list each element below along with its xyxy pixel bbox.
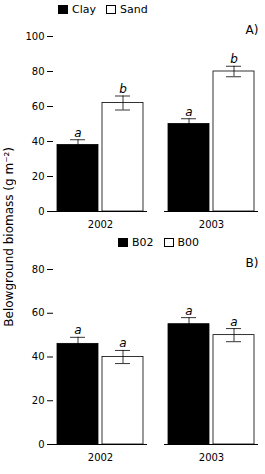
svg-text:40: 40 xyxy=(32,351,45,362)
html-text:Sand: Sand xyxy=(120,2,148,16)
svg-text:a: a xyxy=(185,304,192,318)
html-text:B02: B02 xyxy=(132,235,154,249)
svg-text:A): A) xyxy=(246,23,259,37)
svg-text:2002: 2002 xyxy=(88,452,113,463)
svg-text:60: 60 xyxy=(32,101,45,112)
svg-text:a: a xyxy=(185,105,192,119)
svg-text:a: a xyxy=(74,323,81,337)
svg-text:0: 0 xyxy=(38,439,44,450)
svg-text:a: a xyxy=(230,315,237,329)
svg-text:60: 60 xyxy=(32,307,45,318)
html-text:Belowground biomass (g m⁻²): Belowground biomass (g m⁻²) xyxy=(2,147,16,327)
html-text:Clay: Clay xyxy=(72,2,96,16)
svg-text:0: 0 xyxy=(38,206,44,217)
svg-text:2003: 2003 xyxy=(199,452,224,463)
svg-text:80: 80 xyxy=(32,264,45,275)
svg-text:a: a xyxy=(119,336,126,350)
svg-text:40: 40 xyxy=(32,136,45,147)
svg-text:100: 100 xyxy=(25,31,44,42)
svg-text:20: 20 xyxy=(32,395,45,406)
svg-text:b: b xyxy=(230,52,238,66)
svg-text:B): B) xyxy=(246,256,259,270)
svg-text:b: b xyxy=(119,82,127,96)
svg-text:a: a xyxy=(74,126,81,140)
svg-text:2003: 2003 xyxy=(199,219,224,230)
svg-text:80: 80 xyxy=(32,66,45,77)
svg-text:2002: 2002 xyxy=(88,219,113,230)
html-text:B00: B00 xyxy=(177,235,199,249)
svg-text:20: 20 xyxy=(32,171,45,182)
